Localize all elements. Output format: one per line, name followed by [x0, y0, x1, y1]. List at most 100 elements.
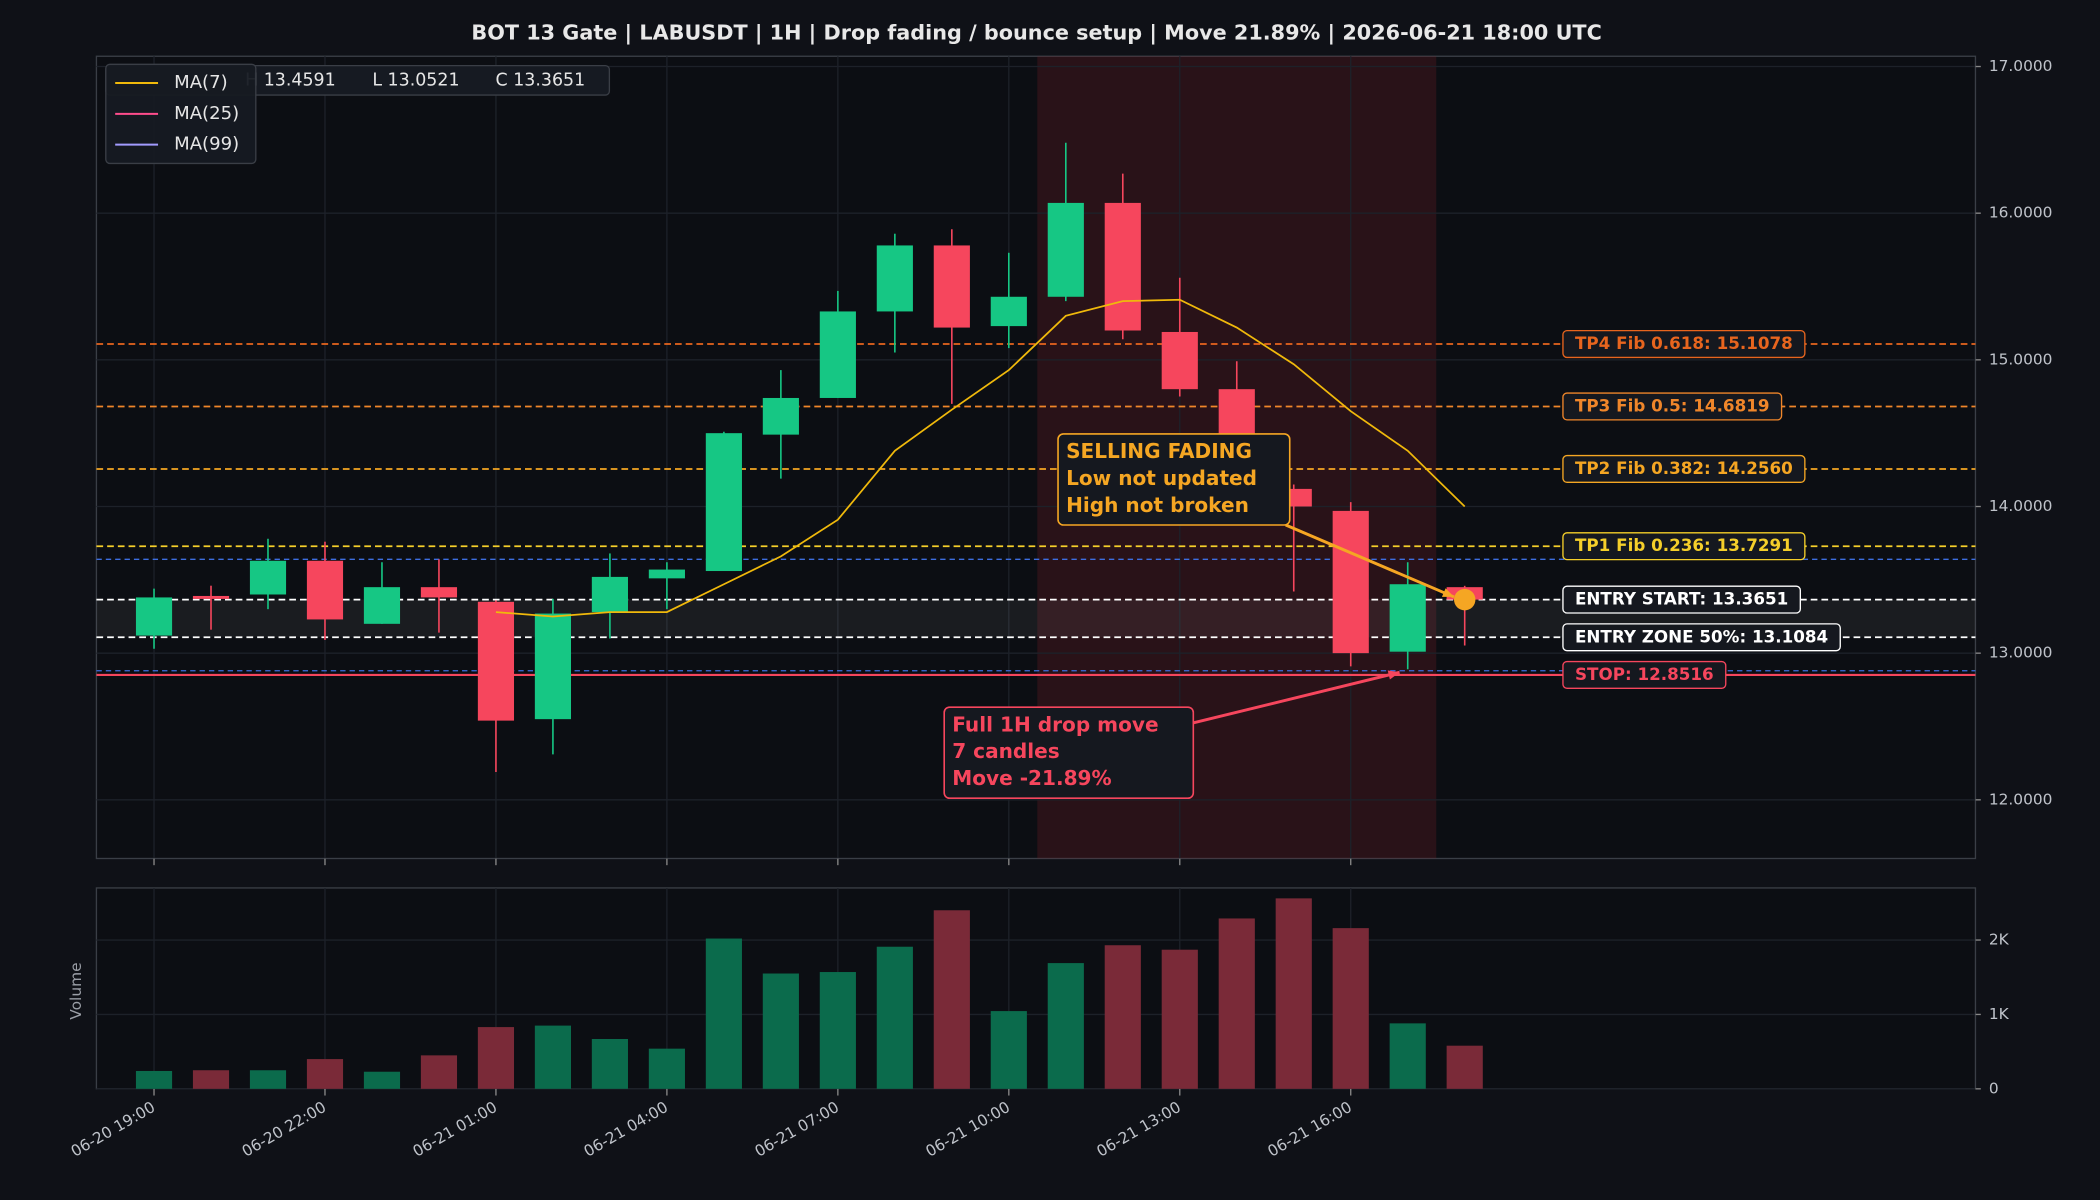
- candle-body: [591, 576, 628, 613]
- ohlc-header-text: L 13.0521: [372, 70, 459, 90]
- candle-body: [648, 569, 685, 579]
- volume-bar: [990, 1011, 1027, 1089]
- volume-bar: [1332, 928, 1369, 1089]
- volume-bar: [1218, 918, 1255, 1089]
- volume-bar: [705, 938, 742, 1089]
- volume-bar: [933, 910, 970, 1089]
- level-label-box: [1562, 623, 1841, 652]
- level-label-box: [1562, 532, 1806, 561]
- y-tick-label: 2K: [1989, 931, 2010, 949]
- y-tick-label: 12.0000: [1989, 790, 2053, 808]
- candle-body: [876, 245, 913, 312]
- volume-bar: [306, 1059, 344, 1089]
- last-close-dot: [1453, 588, 1476, 611]
- candle-body: [990, 296, 1027, 327]
- y-tick-label: 16.0000: [1989, 204, 2053, 222]
- candle-body: [1047, 202, 1084, 297]
- level-label-text: STOP: 12.8516: [1575, 664, 1714, 684]
- volume-bar: [249, 1070, 287, 1089]
- volume-bar: [420, 1055, 458, 1089]
- annotation-text: Low not updated: [1066, 466, 1257, 490]
- volume-bar: [534, 1025, 572, 1089]
- candle-body: [192, 595, 230, 599]
- candle-body: [705, 433, 742, 572]
- volume-axis-label: Volume: [67, 962, 85, 1019]
- annotation-text: Move -21.89%: [952, 766, 1111, 790]
- volume-bar: [1275, 898, 1312, 1089]
- volume-bar: [363, 1071, 401, 1089]
- level-label-box: [1562, 454, 1806, 484]
- volume-bar: [135, 1070, 173, 1089]
- candle-body: [1104, 202, 1141, 331]
- candle-body: [306, 560, 344, 620]
- candle-body: [420, 587, 458, 598]
- candle-body: [135, 597, 173, 636]
- volume-panel: [95, 887, 1977, 1090]
- ma-line: [495, 298, 1466, 618]
- volume-bar: [876, 946, 913, 1089]
- annotation-text: 7 candles: [952, 739, 1060, 763]
- level-label-box: [1562, 585, 1801, 614]
- annotation-box: [943, 706, 1195, 800]
- volume-bar: [1047, 963, 1084, 1089]
- annotation-text: High not broken: [1066, 493, 1249, 517]
- annotation-box: [1057, 433, 1291, 526]
- legend-box: [105, 63, 257, 165]
- annotation-arrow: [1285, 523, 1455, 599]
- volume-bar: [1389, 1023, 1426, 1089]
- volume-bar: [477, 1027, 515, 1089]
- candle-body: [819, 311, 856, 398]
- volume-bar: [1104, 945, 1141, 1089]
- chart-title: BOT 13 Gate | LABUSDT | 1H | Drop fading…: [471, 20, 1601, 45]
- volume-bar: [819, 972, 856, 1089]
- y-tick-label: 13.0000: [1989, 644, 2053, 662]
- candle-body: [477, 601, 515, 721]
- level-label: STOP: 12.8516: [1562, 660, 1727, 689]
- level-label: TP1 Fib 0.236: 13.7291: [1562, 532, 1806, 561]
- annotation-arrow: [1191, 670, 1400, 725]
- y-tick-label: 17.0000: [1989, 57, 2053, 75]
- volume-bar: [1446, 1045, 1483, 1089]
- annotation-text: SELLING FADING: [1066, 439, 1252, 463]
- y-tick-label: 14.0000: [1989, 497, 2053, 515]
- volume-bar: [648, 1048, 685, 1089]
- ohlc-header-text: H 13.4591: [245, 70, 336, 90]
- legend-label: MA(99): [174, 134, 239, 155]
- volume-bar: [192, 1070, 230, 1089]
- volume-bar: [762, 973, 799, 1089]
- y-tick-label: 1K: [1989, 1005, 2010, 1023]
- level-label-text: ENTRY START: 13.3651: [1575, 589, 1788, 609]
- annotation-text: Full 1H drop move: [952, 712, 1158, 736]
- candle-body: [1161, 331, 1198, 390]
- candle-body: [762, 397, 799, 435]
- ohlc-header-text: C 13.3651: [496, 70, 586, 90]
- level-label-text: TP2 Fib 0.382: 14.2560: [1575, 458, 1793, 478]
- level-label-text: TP3 Fib 0.5: 14.6819: [1575, 395, 1770, 415]
- legend-label: MA(25): [174, 103, 239, 124]
- candle-body: [933, 245, 970, 328]
- level-label-text: TP1 Fib 0.236: 13.7291: [1575, 535, 1793, 555]
- level-label: TP2 Fib 0.382: 14.2560: [1562, 454, 1806, 484]
- level-label-text: TP4 Fib 0.618: 15.1078: [1575, 333, 1793, 353]
- level-label-box: [1562, 329, 1806, 359]
- level-label-text: ENTRY ZONE 50%: 13.1084: [1575, 626, 1828, 646]
- candle-body: [363, 587, 401, 624]
- level-label-box: [1562, 392, 1783, 421]
- level-label: ENTRY START: 13.3651: [1562, 585, 1801, 614]
- level-label-box: [1562, 660, 1727, 689]
- y-tick-label: 0: [1989, 1079, 1999, 1097]
- candle-body: [1389, 584, 1426, 652]
- y-tick-label: 15.0000: [1989, 350, 2053, 368]
- annotation-arrowhead: [1441, 588, 1454, 597]
- candle-body: [534, 613, 572, 720]
- annotation-arrowhead: [1387, 670, 1400, 680]
- volume-bar: [591, 1038, 628, 1089]
- level-label: TP4 Fib 0.618: 15.1078: [1562, 329, 1806, 359]
- level-label: ENTRY ZONE 50%: 13.1084: [1562, 623, 1841, 652]
- candle-body: [249, 560, 287, 595]
- level-label: TP3 Fib 0.5: 14.6819: [1562, 392, 1783, 421]
- volume-bar: [1161, 949, 1198, 1089]
- candle-body: [1332, 510, 1369, 654]
- legend-label: MA(7): [174, 72, 228, 93]
